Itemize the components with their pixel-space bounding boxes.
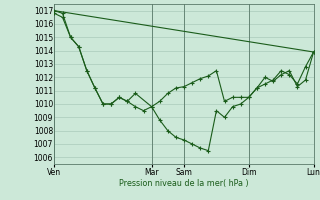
X-axis label: Pression niveau de la mer( hPa ): Pression niveau de la mer( hPa ) [119,179,249,188]
